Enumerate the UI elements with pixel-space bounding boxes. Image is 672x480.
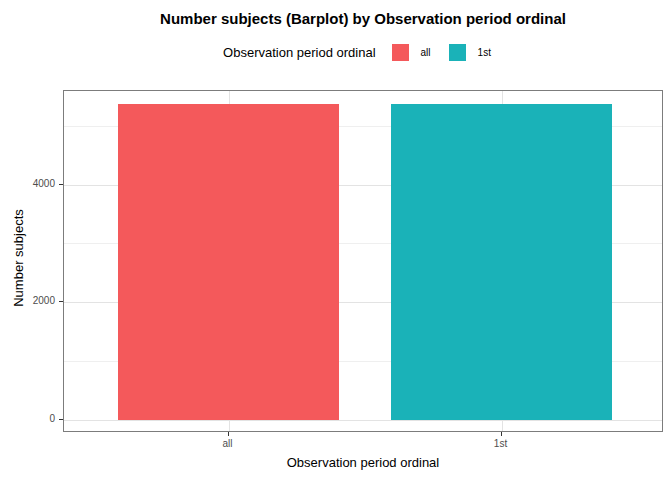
bar-all (118, 104, 339, 420)
x-tick-label-all: all (188, 438, 268, 450)
legend-item-1st: 1st (449, 44, 503, 61)
y-tick-mark-2000 (59, 301, 63, 302)
x-tick-mark-all (228, 432, 229, 436)
legend-label-1st: 1st (478, 47, 491, 58)
gridline-major-0 (64, 420, 662, 421)
y-tick-label-4000: 4000 (15, 178, 55, 190)
x-tick-mark-1st (501, 432, 502, 436)
y-tick-mark-0 (59, 419, 63, 420)
bar-chart-figure: Number subjects (Barplot) by Observation… (0, 0, 672, 480)
plot-panel (63, 90, 663, 432)
y-axis-title: Number subjects (11, 209, 26, 307)
x-tick-label-1st: 1st (461, 438, 541, 450)
legend-key-1st-swatch (449, 44, 466, 61)
bar-1st (391, 104, 612, 420)
legend-item-all: all (392, 44, 443, 61)
x-axis-title: Observation period ordinal (63, 455, 663, 470)
legend-title: Observation period ordinal (223, 45, 375, 60)
legend: Observation period ordinal all 1st (63, 43, 663, 62)
legend-label-all: all (421, 47, 431, 58)
legend-key-all-swatch (392, 44, 409, 61)
y-tick-mark-4000 (59, 184, 63, 185)
y-tick-label-0: 0 (15, 413, 55, 425)
chart-title: Number subjects (Barplot) by Observation… (63, 10, 663, 27)
